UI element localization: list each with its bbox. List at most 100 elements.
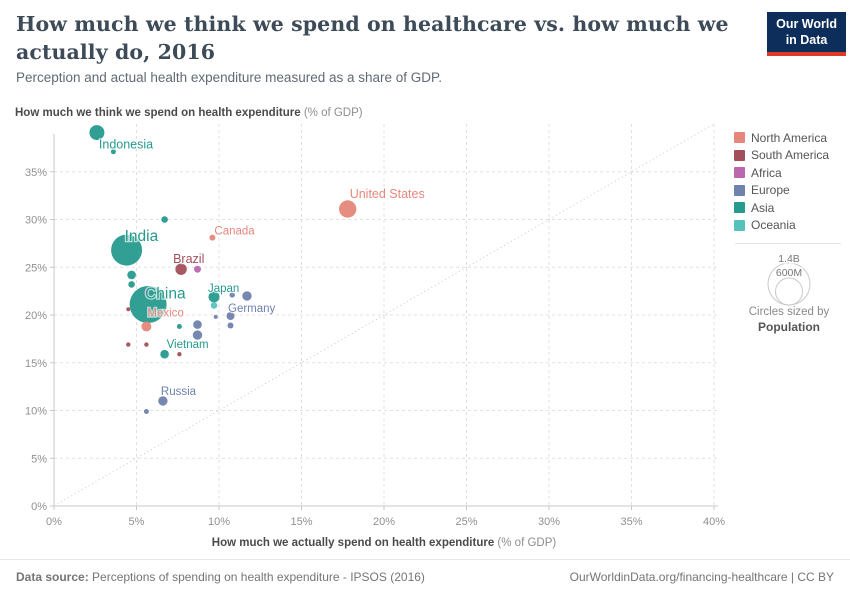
- y-tick-label: 25%: [25, 262, 47, 274]
- x-axis-title: How much we actually spend on health exp…: [54, 537, 714, 549]
- country-label-japan: Japan: [208, 283, 239, 295]
- y-tick-label: 0%: [31, 501, 47, 513]
- size-legend-outer-label: 1.4B: [778, 253, 800, 265]
- data-point-vietnam[interactable]: [160, 349, 169, 359]
- data-point-brazil[interactable]: [175, 263, 187, 275]
- x-tick-label: 15%: [290, 516, 312, 528]
- size-legend-inner-circle: [775, 277, 803, 306]
- y-axis-title-unit: (% of GDP): [300, 107, 363, 119]
- legend-item-north-america[interactable]: North America: [734, 129, 829, 147]
- x-tick-label: 25%: [455, 516, 477, 528]
- country-label-germany: Germany: [228, 303, 276, 315]
- data-point-mexico[interactable]: [141, 321, 152, 332]
- data-point-china[interactable]: [129, 286, 167, 323]
- data-point-united-states[interactable]: [339, 200, 357, 218]
- size-legend-caption: Circles sized by: [748, 306, 830, 318]
- x-axis-title-text: How much we actually spend on health exp…: [211, 537, 495, 549]
- country-label-united-states: United States: [350, 187, 425, 201]
- country-label-india: India: [125, 228, 159, 245]
- data-point[interactable]: [144, 342, 149, 347]
- data-point[interactable]: [192, 330, 203, 340]
- chart-subtitle: Perception and actual health expenditure…: [16, 70, 443, 85]
- continent-legend: North America South America Africa Europe As…: [734, 129, 829, 234]
- data-point[interactable]: [213, 314, 218, 319]
- country-label-russia: Russia: [161, 386, 197, 398]
- legend-item-africa[interactable]: Africa: [734, 164, 829, 182]
- data-point-indonesia[interactable]: [89, 125, 105, 141]
- data-point[interactable]: [226, 312, 235, 320]
- data-point[interactable]: [177, 352, 182, 357]
- legend-divider: [735, 243, 841, 244]
- owid-url-link[interactable]: OurWorldinData.org/financing-healthcare …: [569, 570, 834, 584]
- y-tick-label: 10%: [25, 406, 47, 418]
- data-point-india[interactable]: [111, 234, 143, 266]
- y-tick-label: 5%: [31, 453, 47, 465]
- data-point-japan[interactable]: [208, 291, 220, 303]
- legend-swatch-eu: [734, 184, 745, 196]
- legend-swatch-as: [734, 202, 745, 214]
- x-axis-title-unit: (% of GDP): [494, 537, 557, 549]
- country-label-brazil: Brazil: [173, 252, 204, 266]
- population-size-legend: 1.4B 600M: [767, 252, 811, 306]
- data-point[interactable]: [194, 265, 201, 273]
- size-legend-caption-bold: Population: [758, 320, 820, 334]
- x-tick-label: 20%: [373, 516, 395, 528]
- y-tick-label: 35%: [25, 167, 47, 179]
- data-point[interactable]: [193, 320, 202, 329]
- owid-logo-line2: in Data: [785, 32, 828, 47]
- data-point[interactable]: [143, 288, 150, 294]
- legend-item-south-america[interactable]: South America: [734, 147, 829, 165]
- data-point[interactable]: [110, 149, 116, 155]
- data-point[interactable]: [128, 281, 135, 288]
- data-point-russia[interactable]: [158, 396, 168, 406]
- data-source-label: Data source:: [16, 570, 89, 584]
- data-point[interactable]: [210, 302, 218, 309]
- country-label-mexico: Mexico: [147, 308, 183, 320]
- legend-swatch-na: [734, 132, 745, 144]
- data-point[interactable]: [127, 270, 136, 280]
- x-tick-label: 0%: [46, 516, 62, 528]
- owid-logo[interactable]: Our World in Data: [767, 12, 846, 57]
- legend-label: Africa: [751, 165, 782, 180]
- legend-swatch-oc: [734, 219, 745, 231]
- data-point[interactable]: [143, 409, 149, 414]
- size-legend-inner-label: 600M: [776, 267, 802, 279]
- y-tick-label: 15%: [25, 358, 47, 370]
- country-label-vietnam: Vietnam: [167, 339, 209, 351]
- legend-item-asia[interactable]: Asia: [734, 199, 829, 217]
- y-axis-title-text: How much we think we spend on health exp…: [15, 107, 301, 119]
- legend-item-oceania[interactable]: Oceania: [734, 217, 829, 235]
- data-point[interactable]: [176, 324, 182, 329]
- y-tick-label: 20%: [25, 310, 47, 322]
- data-point[interactable]: [126, 307, 131, 312]
- data-source-text: Perceptions of spending on health expend…: [88, 570, 425, 584]
- data-source-note: Data source: Perceptions of spending on …: [16, 570, 425, 584]
- legend-swatch-sa: [734, 149, 745, 161]
- owid-logo-line1: Our World: [776, 17, 837, 31]
- data-point-canada[interactable]: [209, 234, 216, 241]
- data-point[interactable]: [126, 342, 131, 347]
- x-tick-label: 40%: [703, 516, 725, 528]
- data-point[interactable]: [227, 322, 234, 329]
- legend-label: Europe: [751, 183, 790, 198]
- x-tick-label: 5%: [129, 516, 145, 528]
- data-point-germany[interactable]: [242, 291, 252, 301]
- legend-label: Oceania: [751, 218, 796, 233]
- data-point[interactable]: [229, 292, 235, 298]
- country-label-canada: Canada: [214, 226, 255, 238]
- legend-label: South America: [751, 148, 830, 163]
- x-tick-label: 10%: [208, 516, 230, 528]
- data-point[interactable]: [161, 216, 168, 223]
- y-axis-title: How much we think we spend on health exp…: [15, 107, 363, 119]
- legend-item-europe[interactable]: Europe: [734, 182, 829, 200]
- legend-swatch-af: [734, 167, 745, 179]
- country-label-indonesia: Indonesia: [99, 138, 153, 152]
- chart-footer: Data source: Perceptions of spending on …: [0, 559, 850, 584]
- page-title: How much we think we spend on healthcare…: [16, 12, 729, 65]
- x-tick-label: 35%: [620, 516, 642, 528]
- legend-label: North America: [751, 130, 828, 145]
- legend-label: Asia: [751, 200, 775, 215]
- x-tick-label: 30%: [538, 516, 560, 528]
